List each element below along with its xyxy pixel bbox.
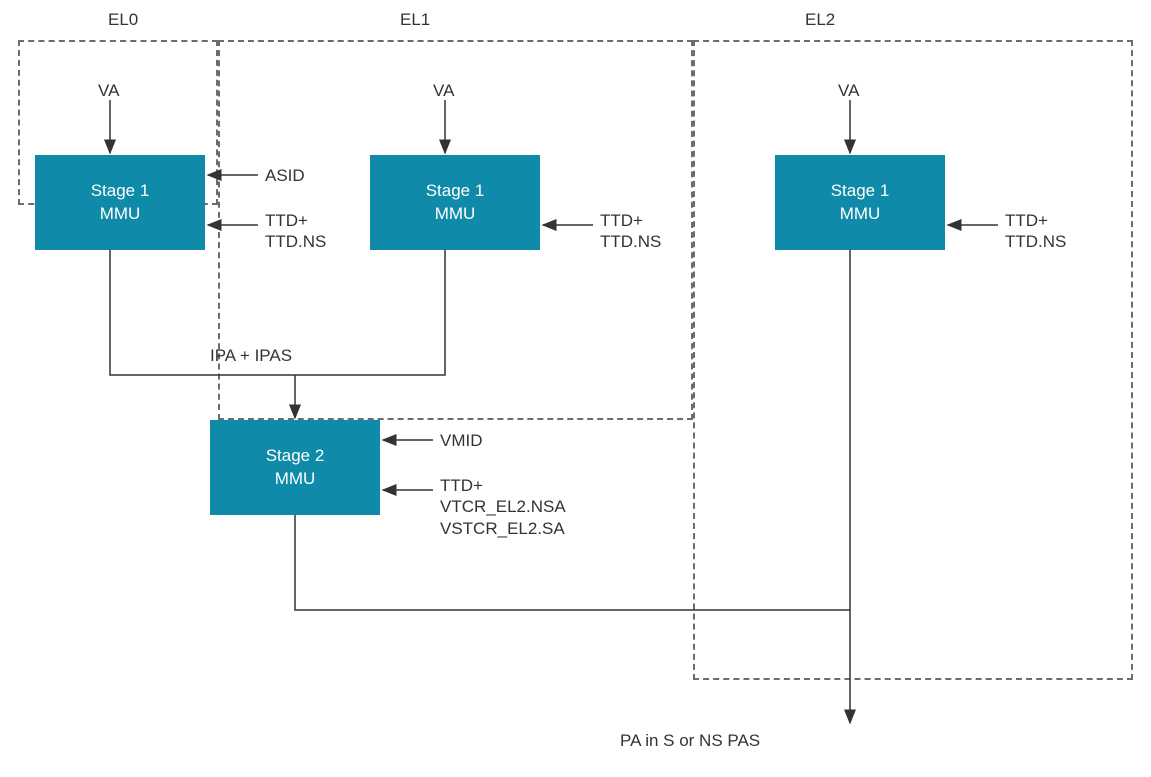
stage2-ttd-label: TTD+ VTCR_EL2.NSA VSTCR_EL2.SA	[440, 475, 566, 539]
el0-stage1-line2: MMU	[100, 203, 141, 225]
asid-label: ASID	[265, 165, 305, 186]
el0-stage1-line1: Stage 1	[91, 180, 150, 202]
header-el1: EL1	[400, 10, 430, 30]
el0-stage1-mmu: Stage 1 MMU	[35, 155, 205, 250]
el1-stage1-mmu: Stage 1 MMU	[370, 155, 540, 250]
ipa-label: IPA + IPAS	[210, 345, 292, 366]
va-label-el0: VA	[98, 80, 119, 101]
va-label-el2: VA	[838, 80, 859, 101]
vmid-label: VMID	[440, 430, 483, 451]
stage2-line1: Stage 2	[266, 445, 325, 467]
el1-stage1-line1: Stage 1	[426, 180, 485, 202]
header-el0: EL0	[108, 10, 138, 30]
output-label: PA in S or NS PAS	[620, 730, 760, 751]
el2-ttd-label: TTD+ TTD.NS	[1005, 210, 1066, 253]
el1-ttd-label: TTD+ TTD.NS	[600, 210, 661, 253]
el2-stage1-line1: Stage 1	[831, 180, 890, 202]
el1-stage1-line2: MMU	[435, 203, 476, 225]
stage2-mmu: Stage 2 MMU	[210, 420, 380, 515]
el0-ttd-label: TTD+ TTD.NS	[265, 210, 326, 253]
el2-stage1-mmu: Stage 1 MMU	[775, 155, 945, 250]
va-label-el1: VA	[433, 80, 454, 101]
stage2-line2: MMU	[275, 468, 316, 490]
dashed-el2	[693, 40, 1133, 680]
header-el2: EL2	[805, 10, 835, 30]
el2-stage1-line2: MMU	[840, 203, 881, 225]
